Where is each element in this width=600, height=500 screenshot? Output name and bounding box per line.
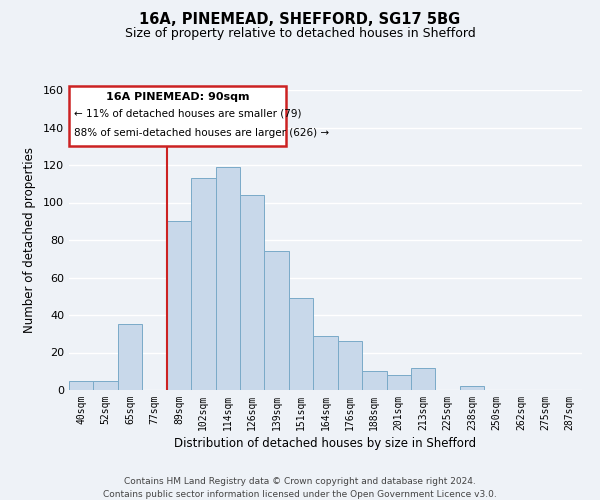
Bar	[94, 380, 118, 390]
Bar	[338, 341, 362, 390]
Text: Contains HM Land Registry data © Crown copyright and database right 2024.: Contains HM Land Registry data © Crown c…	[124, 478, 476, 486]
Text: Size of property relative to detached houses in Shefford: Size of property relative to detached ho…	[125, 28, 475, 40]
Bar	[167, 221, 191, 390]
Bar	[386, 375, 411, 390]
Bar	[118, 324, 142, 390]
Bar	[289, 298, 313, 390]
X-axis label: Distribution of detached houses by size in Shefford: Distribution of detached houses by size …	[175, 437, 476, 450]
Y-axis label: Number of detached properties: Number of detached properties	[23, 147, 36, 333]
Bar	[460, 386, 484, 390]
Bar	[191, 178, 215, 390]
Bar	[240, 195, 265, 390]
FancyBboxPatch shape	[69, 86, 286, 146]
Text: 88% of semi-detached houses are larger (626) →: 88% of semi-detached houses are larger (…	[74, 128, 329, 138]
Bar	[215, 167, 240, 390]
Bar	[411, 368, 436, 390]
Text: 16A, PINEMEAD, SHEFFORD, SG17 5BG: 16A, PINEMEAD, SHEFFORD, SG17 5BG	[139, 12, 461, 28]
Text: 16A PINEMEAD: 90sqm: 16A PINEMEAD: 90sqm	[106, 92, 250, 102]
Text: Contains public sector information licensed under the Open Government Licence v3: Contains public sector information licen…	[103, 490, 497, 499]
Bar	[265, 251, 289, 390]
Bar	[313, 336, 338, 390]
Text: ← 11% of detached houses are smaller (79): ← 11% of detached houses are smaller (79…	[74, 109, 301, 118]
Bar	[362, 371, 386, 390]
Bar	[69, 380, 94, 390]
